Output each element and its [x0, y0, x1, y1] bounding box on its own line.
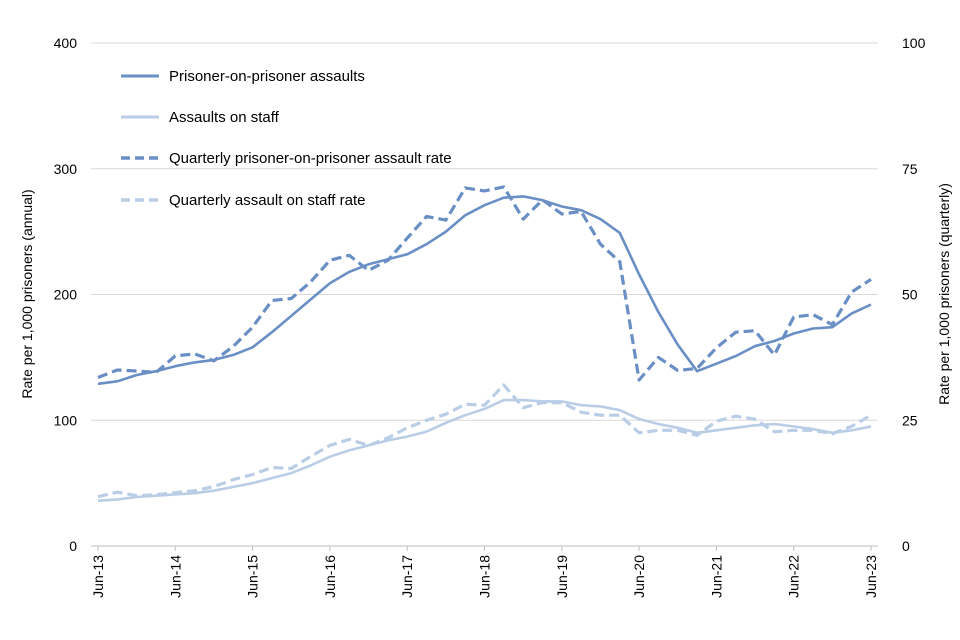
legend-label-quarterly-prisoner-on-prisoner: Quarterly prisoner-on-prisoner assault r… — [169, 150, 452, 167]
x-tick-label: Jun-21 — [708, 555, 724, 598]
x-axis-ticks: Jun-13 Jun-14 Jun-15 Jun-16 Jun-17 Jun-18 Jun-… — [90, 546, 879, 598]
left-axis-title: Rate per 1,000 prisoners (annual) — [19, 189, 35, 398]
legend-label-prisoner-on-prisoner: Prisoner-on-prisoner assaults — [169, 68, 365, 85]
legend-label-assaults-on-staff: Assaults on staff — [169, 109, 280, 126]
right-tick-label: 0 — [902, 538, 910, 554]
x-tick-label: Jun-16 — [322, 555, 338, 598]
legend-label-quarterly-assault-on-staff: Quarterly assault on staff rate — [169, 192, 366, 209]
series-line-quarterly-prisoner-on-prisoner-assault-rate — [97, 185, 872, 382]
x-tick-label: Jun-13 — [90, 555, 106, 598]
right-tick-label: 50 — [902, 287, 918, 303]
legend: Prisoner-on-prisoner assaults Assaults o… — [121, 68, 452, 209]
left-tick-label: 400 — [54, 35, 78, 51]
left-axis-ticks: 0 100 200 300 400 — [54, 35, 78, 554]
series-line-assaults-on-staff — [97, 398, 872, 502]
x-tick-label: Jun-14 — [167, 555, 183, 598]
x-tick-label: Jun-20 — [631, 555, 647, 598]
x-tick-label: Jun-17 — [399, 555, 415, 598]
x-tick-label: Jun-19 — [554, 555, 570, 598]
right-axis-title: Rate per 1,000 prisoners (quarterly) — [936, 183, 952, 405]
left-tick-label: 100 — [54, 412, 78, 428]
right-tick-label: 25 — [902, 412, 918, 428]
right-tick-label: 75 — [902, 161, 918, 177]
x-tick-label: Jun-23 — [863, 555, 879, 598]
left-tick-label: 0 — [69, 538, 77, 554]
x-tick-label: Jun-18 — [477, 555, 493, 598]
left-tick-label: 300 — [54, 161, 78, 177]
x-tick-label: Jun-22 — [786, 555, 802, 598]
series-lines — [97, 185, 872, 502]
x-tick-label: Jun-15 — [245, 555, 261, 598]
left-tick-label: 200 — [54, 287, 78, 303]
series-line-prisoner-on-prisoner-assaults — [97, 195, 872, 386]
right-axis-ticks: 0 25 50 75 100 — [902, 35, 926, 554]
series-line-quarterly-assault-on-staff-rate — [97, 383, 872, 499]
right-tick-label: 100 — [902, 35, 926, 51]
